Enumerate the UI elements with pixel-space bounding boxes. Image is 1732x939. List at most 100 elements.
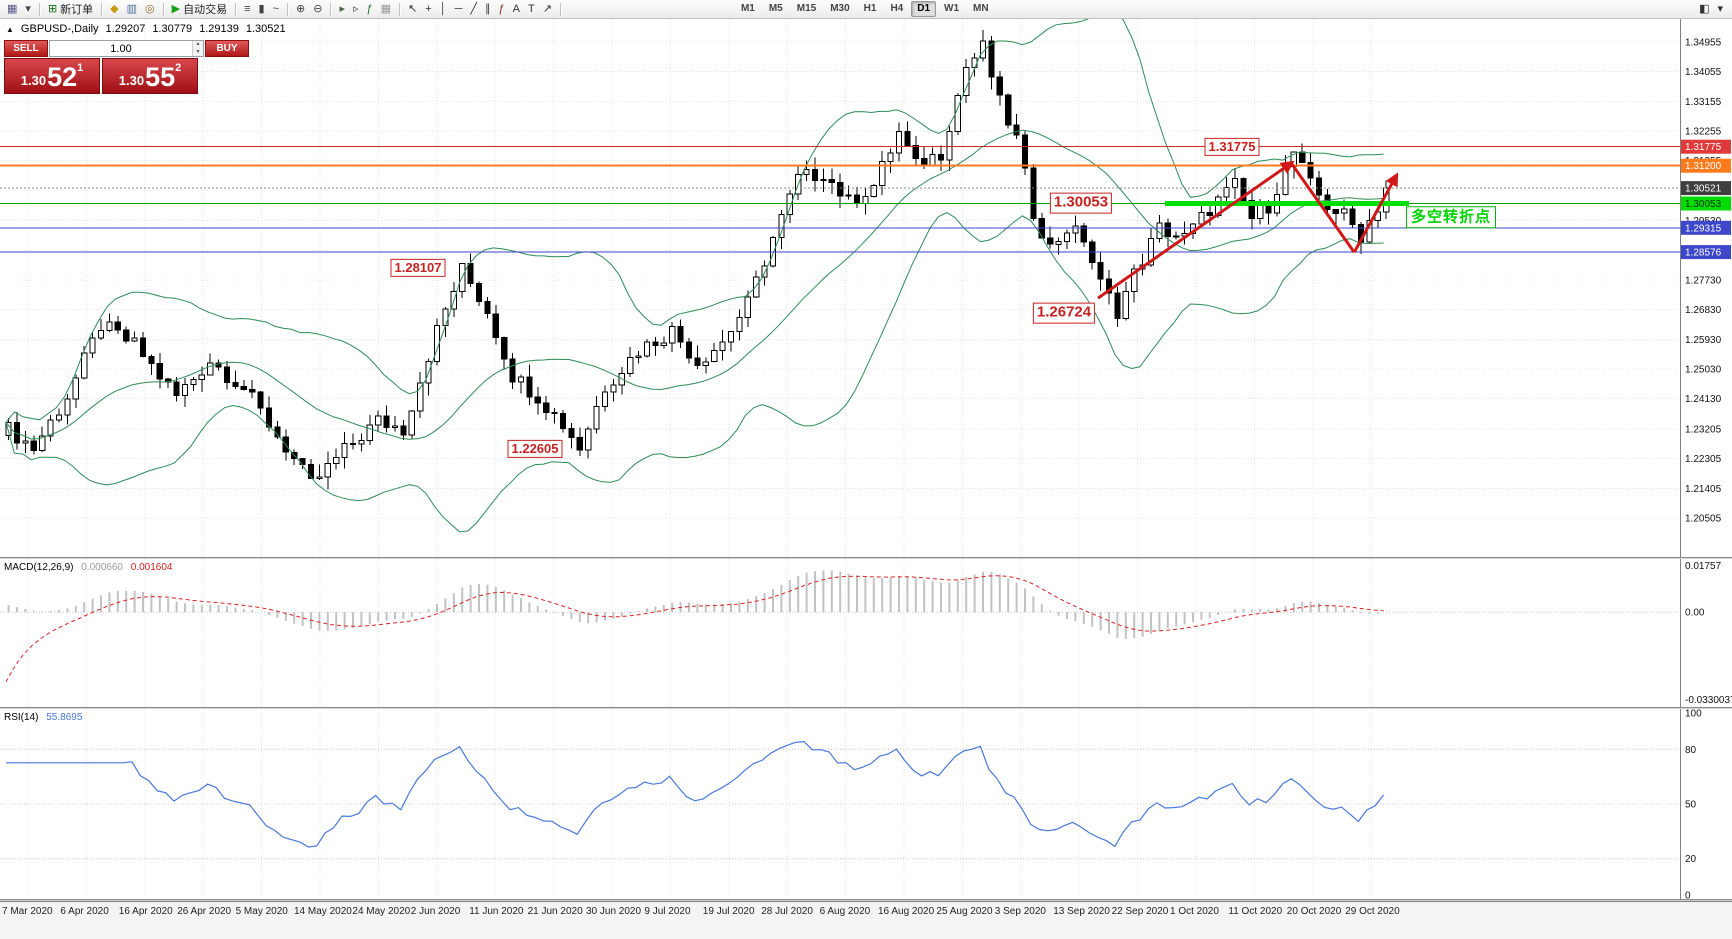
macd-main-value: 0.000660 [81, 562, 123, 573]
toolbar-autotrading-button[interactable]: ▶ 自动交易 [168, 1, 231, 17]
sell-button[interactable]: SELL [4, 40, 48, 57]
lot-size-input[interactable] [50, 41, 192, 56]
toolbar-vertical-line-tool-button[interactable]: │ [436, 1, 451, 17]
toolbar-new-order-button[interactable]: ⊞ 新订单 [44, 1, 97, 17]
one-click-order-row: SELL ▴ ▾ BUY [4, 40, 249, 57]
lot-spinner: ▴ ▾ [192, 41, 203, 56]
symbol-ohlc-line: ▲ GBPUSD-,Daily 1.29207 1.30779 1.29139 … [6, 23, 286, 35]
svg-text:26 Apr 2020: 26 Apr 2020 [177, 906, 231, 917]
toolbar-horizontal-line-tool-button[interactable]: ─ [451, 1, 467, 17]
svg-text:13 Sep 2020: 13 Sep 2020 [1053, 906, 1110, 917]
auto-scroll-icon: ▸ [339, 3, 345, 15]
toolbar-fibonacci-tool-button[interactable]: ƒ [495, 1, 509, 17]
toolbar-separator [287, 2, 289, 16]
toolbar-toolbar-options-button[interactable]: ▾ [1713, 1, 1727, 17]
date-axis[interactable]: 7 Mar 2020 6 Apr 2020 16 Apr 2020 26 Apr 20… [0, 901, 1732, 939]
toolbar-data-window-button[interactable]: ▥ [123, 1, 141, 17]
timeframe-d1-button[interactable]: D1 [911, 1, 937, 17]
sell-price-display[interactable]: 1.30 52 1 [4, 58, 100, 94]
toolbar-zoom-out-button[interactable]: ⊖ [309, 1, 326, 17]
toolbar-cursor-tool-button[interactable]: ↖ [404, 1, 421, 17]
one-click-collapse-icon[interactable]: ▲ [6, 24, 14, 34]
chart-shift-icon: ▹ [353, 3, 359, 15]
svg-text:1.25930: 1.25930 [1685, 335, 1722, 346]
toolbar-auto-scroll-button[interactable]: ▸ [335, 1, 349, 17]
one-click-trading-panel: SELL ▴ ▾ BUY 1.30 52 1 1.30 55 2 [4, 40, 249, 94]
toolbar-navigator-button[interactable]: ◎ [141, 1, 159, 17]
toolbar-bar-chart-mode-button[interactable]: ≡ [240, 1, 254, 17]
svg-text:30 Jun 2020: 30 Jun 2020 [586, 906, 641, 917]
rsi-name: RSI(14) [4, 712, 39, 723]
price-scale[interactable]: 1.349551.340551.331551.322551.313551.304… [1680, 19, 1732, 902]
timeframe-mn-button[interactable]: MN [973, 3, 989, 14]
chart-canvas[interactable]: 1.349551.340551.331551.322551.313551.304… [0, 19, 1732, 939]
toolbar-grid-toggle-button[interactable]: ▦ [377, 1, 395, 17]
data-window-icon: ▥ [126, 3, 138, 15]
timeframe-w1-button[interactable]: W1 [944, 3, 960, 14]
autotrading-label: 自动交易 [183, 4, 228, 16]
svg-text:25 Aug 2020: 25 Aug 2020 [936, 906, 993, 917]
grid-toggle-icon: ▦ [380, 3, 392, 15]
toolbar-chart-profiles-button[interactable]: ▾ [21, 1, 35, 17]
toolbar-chart-window-menu-button[interactable]: ◧ [1695, 1, 1713, 17]
vertical-line-tool-icon: │ [439, 3, 447, 15]
toolbar-arrows-tool-button[interactable]: ↗ [539, 1, 556, 17]
buy-price-pips: 55 [145, 62, 176, 92]
cursor-tool-icon: ↖ [408, 3, 418, 15]
svg-text:0: 0 [1685, 891, 1691, 902]
svg-text:16 Aug 2020: 16 Aug 2020 [878, 906, 935, 917]
svg-text:1.23205: 1.23205 [1685, 425, 1722, 436]
timeframe-h4-button[interactable]: H4 [890, 3, 904, 14]
toolbar-crosshair-tool-button[interactable]: + [421, 1, 435, 17]
toolbar-text-tool-button[interactable]: A [509, 1, 524, 17]
toolbar-line-chart-mode-button[interactable]: ~ [269, 1, 283, 17]
toolbar-indicators-list-button[interactable]: ƒ [363, 1, 377, 17]
toolbar-separator [559, 2, 561, 16]
svg-text:24 May 2020: 24 May 2020 [352, 906, 410, 917]
svg-text:1.33155: 1.33155 [1685, 97, 1722, 108]
trendline-tool-icon: ╱ [470, 3, 478, 15]
timeframe-h1-button[interactable]: H1 [863, 3, 877, 14]
svg-text:1.34055: 1.34055 [1685, 67, 1722, 78]
toolbar-separator [162, 2, 164, 16]
timeframe-m5-button[interactable]: M5 [768, 3, 783, 14]
toolbar-separator [235, 2, 237, 16]
macd-panel[interactable] [0, 570, 1680, 683]
toolbar-zoom-in-button[interactable]: ⊕ [292, 1, 309, 17]
toolbar-separator [38, 2, 40, 16]
toolbar-candlestick-mode-button[interactable]: ▮ [255, 1, 269, 17]
svg-text:1 Oct 2020: 1 Oct 2020 [1170, 906, 1219, 917]
svg-text:9 Jul 2020: 9 Jul 2020 [644, 906, 691, 917]
timeframe-m1-button[interactable]: M1 [740, 3, 755, 14]
toolbar-new-chart-button[interactable]: ▦ [3, 1, 21, 17]
symbol-title: GBPUSD-,Daily [20, 23, 99, 35]
lot-increase-icon[interactable]: ▴ [193, 41, 203, 49]
zoom-in-icon: ⊕ [296, 3, 306, 15]
svg-text:7 Mar 2020: 7 Mar 2020 [2, 906, 53, 917]
toolbar-market-watch-button[interactable]: ◆ [106, 1, 122, 17]
ohlc-low: 1.29139 [199, 23, 239, 35]
chart-window[interactable]: 1.349551.340551.331551.322551.313551.304… [0, 19, 1732, 939]
line-chart-mode-icon: ~ [272, 3, 280, 15]
toolbar-label-tool-button[interactable]: T [524, 1, 539, 17]
timeframe-m15-button[interactable]: M15 [796, 3, 817, 14]
rsi-panel[interactable] [0, 740, 1680, 860]
panel-separators[interactable] [0, 557, 1732, 901]
svg-text:1.20505: 1.20505 [1685, 514, 1722, 525]
buy-price-display[interactable]: 1.30 55 2 [102, 58, 198, 94]
autotrading-icon: ▶ [171, 3, 181, 15]
toolbar-chart-shift-button[interactable]: ▹ [349, 1, 363, 17]
lot-decrease-icon[interactable]: ▾ [193, 48, 203, 56]
zoom-out-icon: ⊖ [313, 3, 323, 15]
timeframe-m30-button[interactable]: M30 [830, 3, 850, 14]
macd-name: MACD(12,26,9) [4, 562, 74, 573]
ohlc-close: 1.30521 [245, 23, 286, 35]
toolbar-trendline-tool-button[interactable]: ╱ [466, 1, 481, 17]
navigator-icon: ◎ [145, 3, 155, 15]
fibonacci-tool-icon: ƒ [498, 3, 505, 15]
toolbar-channel-tool-button[interactable]: ∥ [481, 1, 495, 17]
buy-button[interactable]: BUY [205, 40, 249, 57]
sell-price-pips: 52 [47, 62, 78, 92]
svg-text:1.32255: 1.32255 [1685, 126, 1722, 137]
horizontal-levels [0, 146, 1680, 253]
